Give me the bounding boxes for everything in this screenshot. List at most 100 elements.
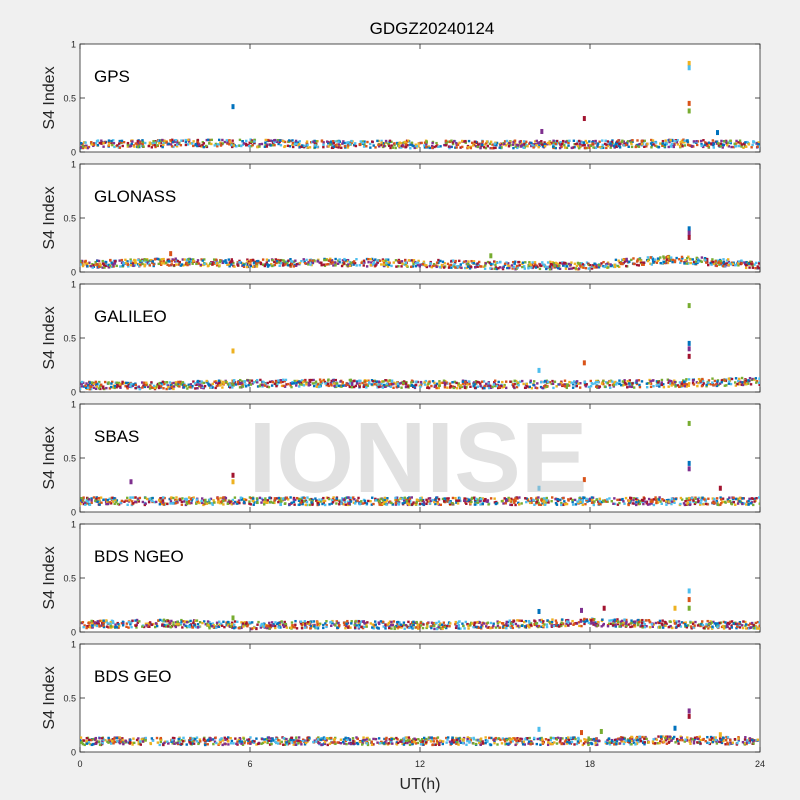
data-point <box>100 139 103 142</box>
data-point <box>659 382 662 386</box>
data-point <box>107 139 111 142</box>
data-point <box>208 262 212 266</box>
data-point <box>555 262 558 265</box>
data-point <box>283 144 287 148</box>
data-point <box>228 140 232 144</box>
data-point <box>158 142 161 145</box>
data-point <box>437 384 441 388</box>
data-point <box>191 497 194 501</box>
data-point <box>313 146 317 149</box>
data-point <box>634 145 637 149</box>
data-point <box>414 383 417 387</box>
data-point <box>368 382 371 385</box>
data-point <box>710 142 713 145</box>
data-point <box>444 139 448 143</box>
data-point <box>683 503 687 507</box>
data-point <box>609 263 612 266</box>
data-point <box>261 263 265 266</box>
data-point <box>697 500 700 503</box>
data-point <box>522 140 526 143</box>
data-point <box>153 386 157 390</box>
data-point <box>645 145 648 148</box>
data-point <box>573 498 577 502</box>
data-point <box>292 496 296 500</box>
data-point <box>275 497 278 500</box>
data-point <box>291 145 295 149</box>
data-point <box>496 620 499 623</box>
data-point <box>136 621 139 624</box>
data-point <box>448 502 452 506</box>
data-point <box>315 140 318 143</box>
data-point <box>457 499 461 502</box>
data-point <box>381 502 384 506</box>
data-point <box>377 383 380 386</box>
data-point <box>749 383 753 386</box>
data-point <box>429 260 432 264</box>
data-point <box>355 380 359 383</box>
data-point <box>487 382 490 385</box>
data-point <box>400 386 403 389</box>
data-point <box>721 261 724 265</box>
data-point <box>700 384 704 388</box>
data-point <box>301 502 304 506</box>
data-point <box>264 141 267 144</box>
data-point <box>116 384 119 387</box>
data-point <box>305 142 308 145</box>
data-point <box>354 144 358 148</box>
data-point <box>705 383 708 387</box>
plot-area <box>79 163 761 273</box>
data-point <box>463 497 467 500</box>
data-point <box>216 261 219 265</box>
data-point <box>627 503 630 507</box>
data-point <box>312 259 316 262</box>
data-point <box>481 502 484 506</box>
data-point <box>473 503 477 506</box>
data-point <box>387 143 390 146</box>
data-point <box>459 264 462 268</box>
data-point <box>606 140 610 143</box>
data-point <box>484 146 488 150</box>
data-point <box>701 145 705 149</box>
data-point <box>701 380 705 383</box>
data-point <box>455 146 458 149</box>
data-point <box>753 378 756 381</box>
data-point <box>197 143 201 146</box>
data-point <box>395 498 398 502</box>
data-point <box>129 384 132 387</box>
data-point <box>180 139 183 142</box>
data-point <box>216 145 219 148</box>
data-point <box>169 500 173 503</box>
data-point <box>479 382 482 385</box>
data-point <box>528 385 532 389</box>
data-point <box>499 144 502 147</box>
data-point <box>289 626 293 629</box>
data-point <box>456 143 460 147</box>
data-point <box>712 143 715 147</box>
data-point <box>688 501 692 504</box>
data-point <box>527 263 530 267</box>
data-point <box>614 625 618 628</box>
data-point <box>393 142 396 145</box>
data-point <box>665 256 668 259</box>
data-point <box>260 497 264 500</box>
data-point <box>500 500 504 503</box>
data-point <box>273 499 276 502</box>
data-point <box>456 265 460 269</box>
data-point <box>423 144 426 147</box>
data-point <box>98 141 101 145</box>
data-point <box>551 145 555 148</box>
data-point <box>426 625 429 628</box>
data-point <box>434 502 437 506</box>
data-point <box>194 383 198 386</box>
data-point <box>575 380 579 383</box>
data-point <box>651 379 654 382</box>
data-point <box>135 626 138 629</box>
data-point <box>268 624 271 627</box>
data-point <box>432 264 435 268</box>
data-point <box>343 257 346 261</box>
data-point <box>138 144 141 147</box>
data-point <box>446 386 449 389</box>
data-point <box>271 144 274 147</box>
data-point <box>536 142 540 145</box>
